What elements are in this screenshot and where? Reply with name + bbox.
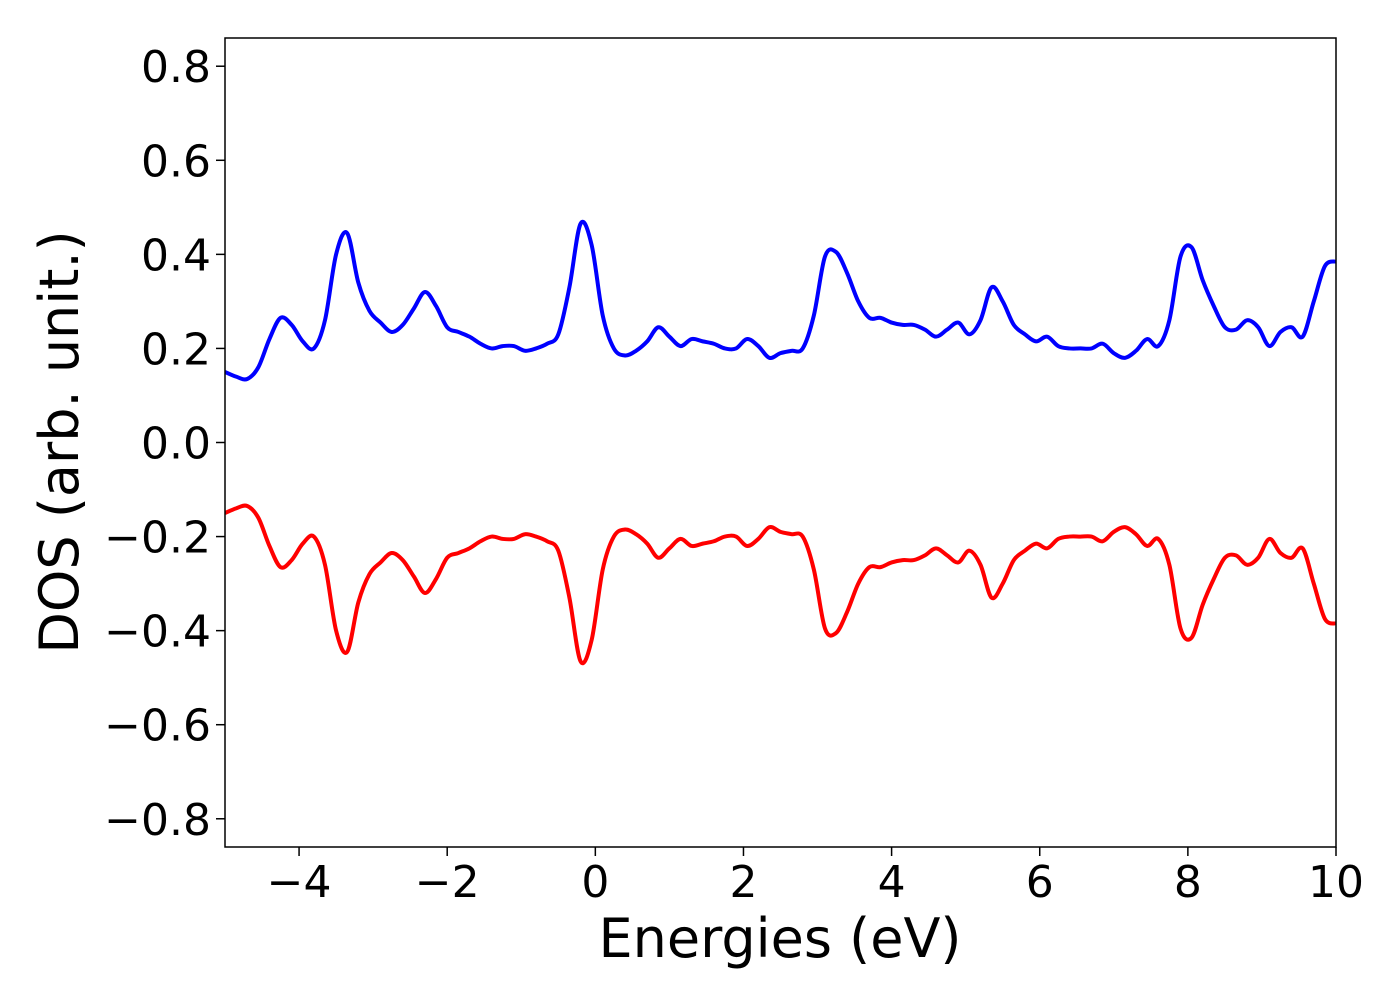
x-tick-label: 0: [581, 857, 609, 908]
x-tick-label: 10: [1308, 857, 1364, 908]
x-tick-label: −2: [415, 857, 480, 908]
plot-background: [225, 38, 1336, 847]
y-tick-label: 0.8: [141, 42, 211, 93]
y-tick-label: −0.6: [104, 701, 211, 752]
x-tick-label: 2: [729, 857, 757, 908]
y-axis-label: DOS (arb. unit.): [28, 230, 91, 653]
y-tick-label: −0.4: [104, 607, 211, 658]
y-tick-label: −0.2: [104, 513, 211, 564]
spin-up-dos-line: [225, 219, 1336, 382]
y-axis-ticks: 0.8 0.6 0.4 0.2 0.0 −0.2 −0.4 −0.6 −0.8: [104, 42, 225, 846]
x-tick-label: 8: [1174, 857, 1202, 908]
y-tick-label: 0.4: [141, 230, 211, 281]
y-tick-label: 0.2: [141, 324, 211, 375]
x-axis-label: Energies (eV): [599, 907, 962, 970]
y-tick-label: 0.0: [141, 419, 211, 470]
y-tick-label: 0.6: [141, 136, 211, 187]
series-layer: [225, 219, 1336, 666]
x-tick-label: −4: [267, 857, 332, 908]
y-tick-label: −0.8: [104, 795, 211, 846]
x-axis-ticks: −4 −2 0 2 4 6 8 10: [267, 847, 1364, 908]
spin-down-dos-line: [225, 503, 1336, 666]
x-tick-label: 4: [878, 857, 906, 908]
x-tick-label: 6: [1026, 857, 1054, 908]
